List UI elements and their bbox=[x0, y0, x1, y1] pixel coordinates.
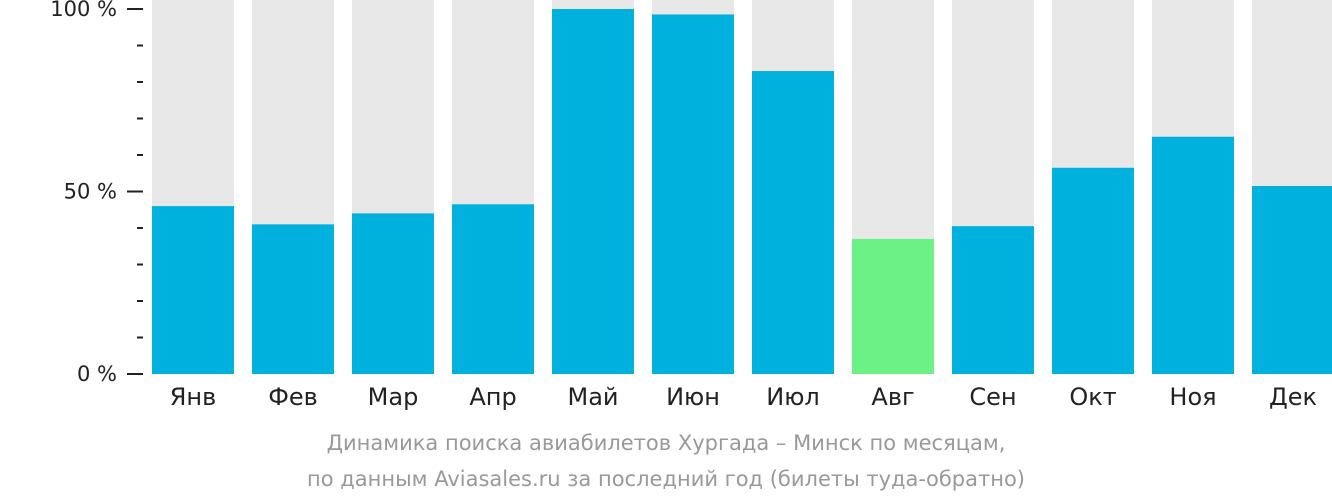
x-tick-label-0: Янв bbox=[170, 383, 217, 411]
bar-1 bbox=[252, 224, 334, 374]
chart-caption-line-2: по данным Aviasales.ru за последний год … bbox=[307, 467, 1025, 491]
y-tick-label-2: 100 % bbox=[50, 0, 117, 21]
x-tick-label-11: Дек bbox=[1269, 383, 1317, 411]
bar-7 bbox=[852, 238, 934, 374]
y-tick-label-0: 0 % bbox=[77, 362, 117, 386]
y-axis: 0 % 50 % 100 % bbox=[50, 0, 143, 386]
x-tick-label-7: Авг bbox=[871, 383, 914, 411]
x-axis-labels: Янв Фев Мар Апр Май Июн Июл Авг Сен Окт Ноя Дек bbox=[170, 383, 1317, 411]
x-tick-label-1: Фев bbox=[268, 383, 318, 411]
x-tick-label-4: Май bbox=[567, 383, 618, 411]
bar-9 bbox=[1052, 167, 1134, 374]
bar-4 bbox=[552, 9, 634, 374]
bar-8 bbox=[952, 226, 1034, 374]
x-tick-label-8: Сен bbox=[969, 383, 1016, 411]
bar-10 bbox=[1152, 136, 1234, 374]
x-tick-label-9: Окт bbox=[1069, 383, 1116, 411]
x-tick-label-3: Апр bbox=[469, 383, 516, 411]
x-tick-label-10: Ноя bbox=[1169, 383, 1216, 411]
x-tick-label-2: Мар bbox=[368, 383, 419, 411]
bar-3 bbox=[452, 204, 534, 374]
chart-caption-line-1: Динамика поиска авиабилетов Хургада – Ми… bbox=[326, 431, 1006, 455]
y-tick-label-1: 50 % bbox=[64, 180, 117, 204]
data-bars bbox=[152, 9, 1332, 375]
x-tick-label-5: Июн bbox=[666, 383, 720, 411]
bar-5 bbox=[652, 14, 734, 374]
x-tick-label-6: Июл bbox=[766, 383, 820, 411]
bar-11 bbox=[1252, 186, 1332, 374]
bar-0 bbox=[152, 206, 234, 374]
bar-chart: 0 % 50 % 100 % Янв Фев Мар Апр Май Июн Июл Авг Сен… bbox=[50, 0, 1332, 411]
bar-6 bbox=[752, 71, 834, 375]
bar-2 bbox=[352, 213, 434, 374]
